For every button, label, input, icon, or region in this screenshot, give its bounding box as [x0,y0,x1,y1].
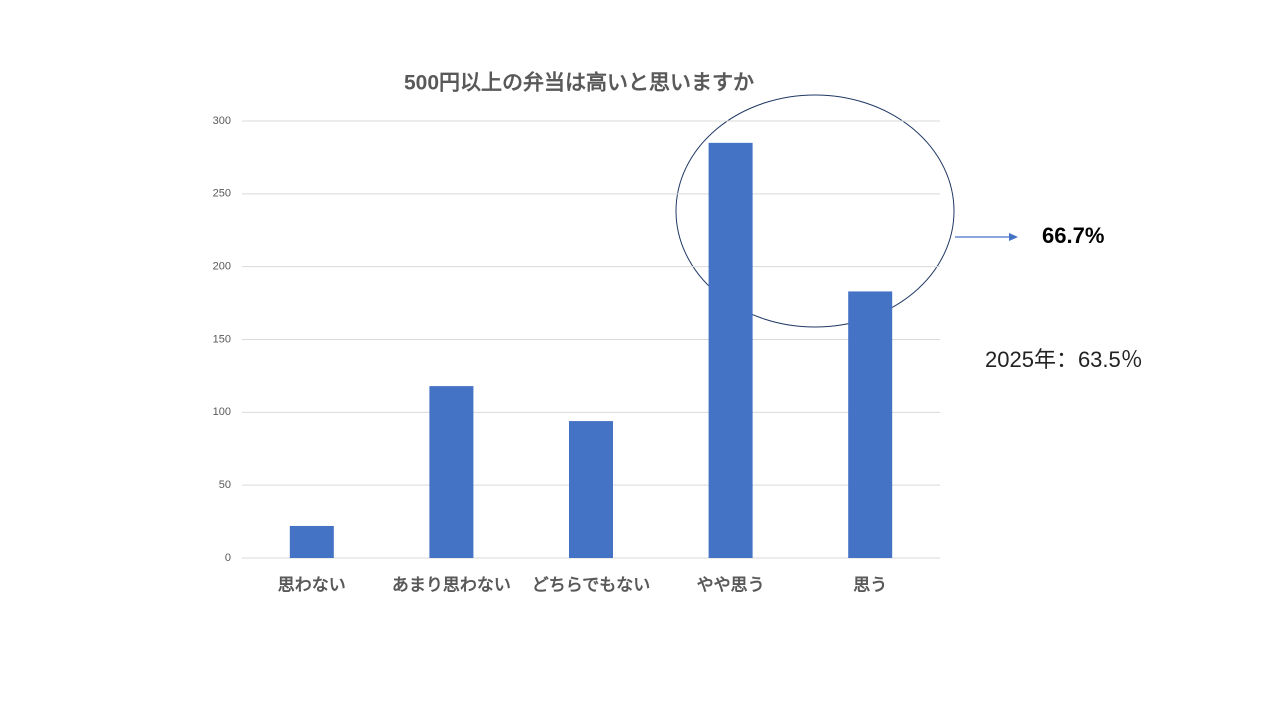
bar [569,421,613,558]
bar [289,525,334,558]
x-tick-label: 思う [853,575,887,594]
annotation: 66.7% [1042,223,1104,248]
y-tick-label: 50 [219,479,231,491]
highlight-ellipse [675,94,955,328]
annotation: 2025年：63.5％ [985,347,1143,372]
y-tick-label: 150 [213,333,231,345]
x-tick-label: どちらでもない [532,575,651,594]
bar [708,142,753,558]
x-tick-label: やや思う [697,575,765,594]
x-tick-label: 思わない [278,575,346,594]
chart-title: 500円以上の弁当は高いと思いますか [404,71,754,95]
y-tick-label: 300 [213,115,231,127]
y-tick-label: 0 [225,552,231,564]
x-tick-label: あまり思わない [392,575,511,594]
y-tick-label: 100 [213,406,231,418]
y-tick-label: 250 [213,188,231,200]
y-tick-label: 200 [213,261,231,273]
bar [429,386,474,558]
arrow-head [1009,233,1018,241]
bar [848,291,893,558]
